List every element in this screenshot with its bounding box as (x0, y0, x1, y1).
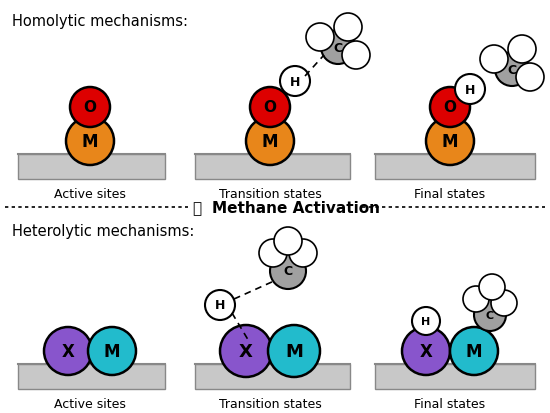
Text: H: H (421, 316, 431, 326)
Text: O: O (263, 100, 277, 115)
Text: M: M (262, 133, 278, 151)
Circle shape (274, 228, 302, 255)
Circle shape (480, 46, 508, 74)
Circle shape (70, 88, 110, 128)
Text: Homolytic mechanisms:: Homolytic mechanisms: (12, 14, 188, 29)
Circle shape (280, 67, 310, 97)
Circle shape (495, 53, 529, 87)
Circle shape (402, 327, 450, 375)
Text: C: C (486, 310, 494, 320)
Circle shape (205, 290, 235, 320)
Text: Methane Activation: Methane Activation (212, 201, 380, 216)
Text: Final states: Final states (415, 188, 486, 201)
Circle shape (516, 64, 544, 92)
Text: Active sites: Active sites (54, 188, 126, 201)
Text: Heterolytic mechanisms:: Heterolytic mechanisms: (12, 223, 194, 238)
Circle shape (491, 290, 517, 316)
Circle shape (342, 42, 370, 70)
Text: X: X (239, 342, 253, 360)
Circle shape (479, 274, 505, 300)
Text: C: C (333, 41, 343, 55)
Bar (18, 154, 165, 180)
Circle shape (412, 307, 440, 335)
Circle shape (66, 118, 114, 166)
Text: M: M (285, 342, 303, 360)
Circle shape (474, 299, 506, 331)
Text: X: X (62, 342, 74, 360)
Text: Active sites: Active sites (54, 397, 126, 410)
Text: M: M (442, 133, 458, 151)
Text: 🏆: 🏆 (192, 201, 201, 216)
Circle shape (250, 88, 290, 128)
Text: C: C (508, 63, 516, 76)
Bar (195, 364, 350, 389)
Text: M: M (104, 342, 120, 360)
Circle shape (268, 325, 320, 377)
Circle shape (450, 327, 498, 375)
Circle shape (321, 31, 355, 65)
Circle shape (289, 240, 317, 267)
Circle shape (246, 118, 294, 166)
Text: Transition states: Transition states (219, 188, 321, 201)
Circle shape (270, 254, 306, 289)
Text: M: M (466, 342, 482, 360)
Circle shape (44, 327, 92, 375)
Circle shape (463, 286, 489, 312)
Circle shape (88, 327, 136, 375)
Text: C: C (283, 265, 293, 278)
Circle shape (508, 36, 536, 64)
Circle shape (306, 24, 334, 52)
Bar (375, 154, 535, 180)
Bar (18, 364, 165, 389)
Circle shape (334, 14, 362, 42)
Circle shape (220, 325, 272, 377)
Text: Final states: Final states (415, 397, 486, 410)
Circle shape (430, 88, 470, 128)
Circle shape (455, 75, 485, 105)
Bar (195, 154, 350, 180)
Text: H: H (465, 83, 475, 96)
Text: M: M (82, 133, 98, 151)
Text: O: O (443, 100, 456, 115)
Text: Transition states: Transition states (219, 397, 321, 410)
Text: H: H (215, 299, 225, 312)
Bar (375, 364, 535, 389)
Circle shape (259, 240, 287, 267)
Text: H: H (290, 75, 300, 88)
Text: O: O (84, 100, 96, 115)
Circle shape (426, 118, 474, 166)
Text: X: X (420, 342, 432, 360)
